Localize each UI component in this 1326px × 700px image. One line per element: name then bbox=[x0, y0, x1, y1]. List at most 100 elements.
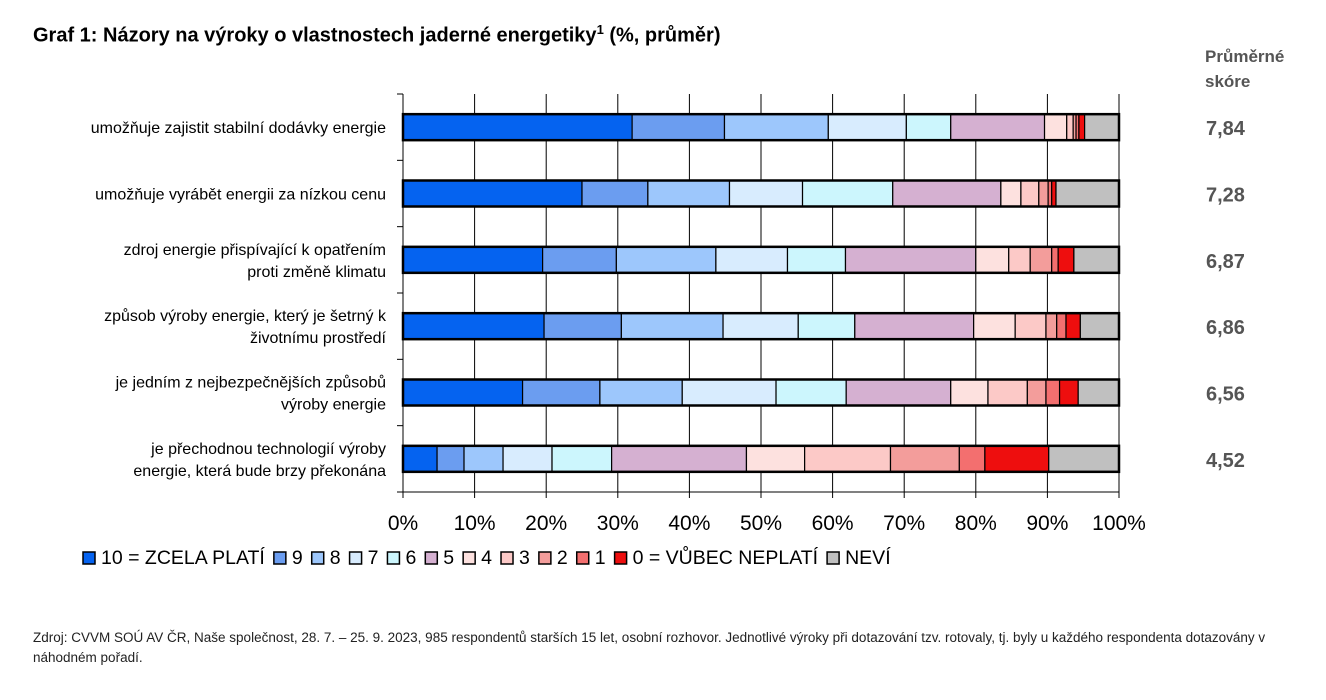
bar-segment bbox=[1073, 246, 1120, 274]
bar-segment bbox=[402, 113, 633, 141]
bar-segment bbox=[1079, 312, 1120, 340]
category-label: výroby energie bbox=[281, 397, 386, 414]
x-tick-label: 90% bbox=[1026, 512, 1068, 535]
legend-swatch bbox=[462, 551, 476, 565]
average-score-header-line2: skóre bbox=[1205, 72, 1251, 91]
legend-label: 6 bbox=[405, 547, 416, 569]
bar-segment bbox=[1014, 312, 1047, 340]
bar-segment bbox=[827, 113, 907, 141]
average-score-header-line1: Průměrné bbox=[1205, 47, 1285, 66]
legend-label: NEVÍ bbox=[845, 546, 891, 569]
bar-segment bbox=[801, 179, 894, 208]
bar-segment bbox=[1029, 246, 1053, 274]
bar-segment bbox=[975, 246, 1010, 274]
category-label: způsob výroby energie, který je šetrný k bbox=[104, 307, 387, 325]
bar-segment bbox=[844, 246, 977, 274]
bar-segment bbox=[599, 378, 683, 407]
bar-segment bbox=[402, 445, 438, 473]
legend-swatch bbox=[82, 551, 96, 565]
bar-segment bbox=[845, 378, 952, 407]
legend-swatch bbox=[826, 551, 840, 565]
x-axis: 0% 10% 20% 30% 40% 50% 60% 70% 80% 90% 100% bbox=[388, 93, 1146, 535]
bar-segment bbox=[854, 312, 975, 340]
bar-segment bbox=[889, 445, 960, 473]
x-tick-label: 60% bbox=[812, 512, 854, 535]
bar-segment bbox=[745, 445, 806, 473]
legend-swatch bbox=[500, 551, 514, 565]
bar-segment bbox=[786, 246, 847, 274]
bar-segment bbox=[615, 246, 717, 274]
legend-label: 2 bbox=[557, 547, 568, 569]
bar-segment bbox=[502, 445, 553, 473]
legend-swatch bbox=[613, 551, 628, 565]
bar-segment bbox=[543, 312, 622, 340]
average-score-value: 7,28 bbox=[1206, 185, 1245, 207]
legend-swatch bbox=[424, 551, 439, 565]
average-score-value: 6,86 bbox=[1206, 317, 1245, 339]
legend-label: 10 = ZCELA PLATÍ bbox=[101, 546, 265, 569]
average-scores: 7,84 7,28 6,87 6,86 6,56 4,52 bbox=[1206, 118, 1246, 472]
bar-segment bbox=[402, 378, 524, 407]
bar-segment bbox=[715, 246, 789, 274]
bar-segment bbox=[1084, 113, 1120, 141]
legend-label: 5 bbox=[443, 547, 454, 569]
bar-segment bbox=[797, 312, 856, 340]
bar-segment bbox=[1051, 246, 1059, 274]
bar-segment bbox=[402, 179, 583, 208]
bar-segment bbox=[775, 378, 847, 407]
bar-segment bbox=[958, 445, 986, 473]
category-label: životnímu prostředí bbox=[250, 330, 387, 347]
bar-segment bbox=[1045, 312, 1058, 340]
average-score-header: Průměrné skóre bbox=[1205, 44, 1315, 94]
bar-segment bbox=[647, 179, 731, 208]
bar-segment bbox=[1048, 445, 1120, 473]
source-note: Zdroj: CVVM SOÚ AV ČR, Naše společnost, … bbox=[33, 630, 1266, 665]
legend-swatch bbox=[273, 551, 287, 565]
bar-segment bbox=[620, 312, 724, 340]
x-tick-label: 20% bbox=[525, 512, 567, 535]
average-score-value: 6,87 bbox=[1206, 251, 1245, 273]
legend-swatch bbox=[348, 551, 363, 565]
average-score-value: 7,84 bbox=[1206, 118, 1246, 140]
bar-segment bbox=[950, 113, 1046, 141]
bar-segment bbox=[973, 312, 1016, 340]
x-tick-label: 80% bbox=[955, 512, 997, 535]
legend-label: 7 bbox=[368, 547, 379, 569]
bar-segment bbox=[1008, 246, 1031, 274]
legend-swatch bbox=[310, 551, 325, 565]
bar-segment bbox=[1066, 113, 1074, 141]
bar-segment bbox=[984, 445, 1050, 473]
chart-title-footnote-mark: 1 bbox=[596, 22, 604, 37]
bar-segment bbox=[1026, 378, 1047, 407]
chart-title: Graf 1: Názory na výroky o vlastnostech … bbox=[33, 22, 720, 48]
category-label: umožňuje zajistit stabilní dodávky energ… bbox=[91, 120, 386, 137]
bar-segment bbox=[804, 445, 892, 473]
x-tick-label: 70% bbox=[883, 512, 925, 535]
bar-segment bbox=[1045, 378, 1061, 407]
legend-swatch bbox=[538, 551, 552, 565]
x-tick-label: 10% bbox=[454, 512, 496, 535]
average-score-value: 4,52 bbox=[1206, 450, 1245, 472]
bar-segment bbox=[436, 445, 465, 473]
bar-segment bbox=[723, 113, 829, 141]
bar-segment bbox=[681, 378, 777, 407]
bar-segment bbox=[1020, 179, 1040, 208]
legend-swatch bbox=[386, 551, 401, 565]
bar-segment bbox=[722, 312, 799, 340]
bar-segment bbox=[892, 179, 1002, 208]
category-label: je přechodnou technologií výroby bbox=[150, 441, 386, 458]
legend-label: 0 = VŮBEC NEPLATÍ bbox=[633, 545, 819, 569]
bar-segment bbox=[1077, 378, 1120, 407]
bar-segment bbox=[1057, 246, 1075, 274]
category-labels: umožňuje zajistit stabilní dodávky energ… bbox=[91, 120, 387, 480]
x-tick-label: 0% bbox=[388, 512, 418, 535]
bars bbox=[401, 112, 1121, 474]
bar-segment bbox=[1058, 378, 1079, 407]
x-tick-label: 40% bbox=[668, 512, 710, 535]
bar-segment bbox=[402, 246, 544, 274]
bar-segment bbox=[463, 445, 504, 473]
category-label: energie, která bude brzy překonána bbox=[133, 463, 386, 480]
bar-segment bbox=[1056, 312, 1067, 340]
bar-segment bbox=[728, 179, 804, 208]
bar-segment bbox=[950, 378, 989, 407]
